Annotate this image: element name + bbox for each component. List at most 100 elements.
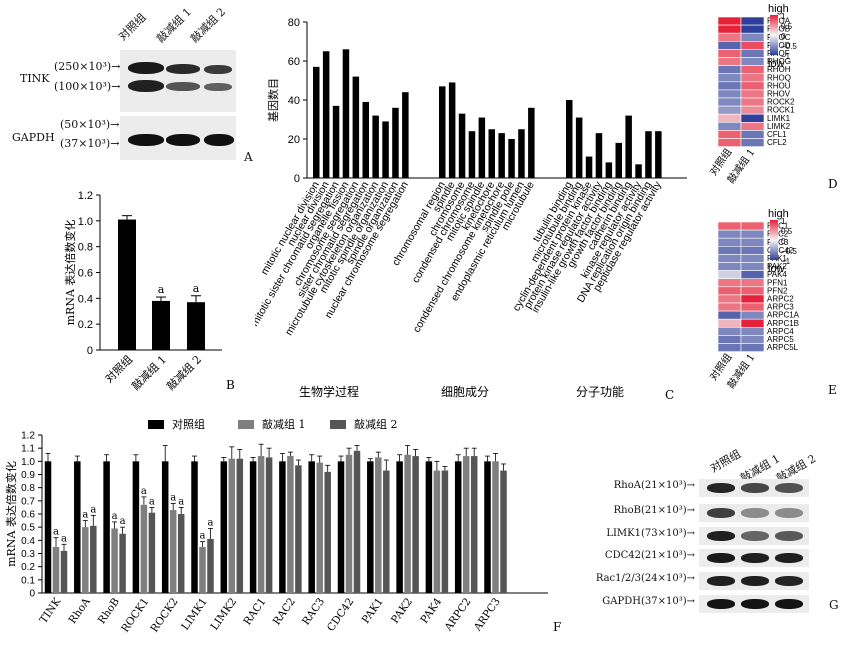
heatmap-cell: [717, 229, 742, 239]
bar: [635, 164, 642, 178]
heatmap-cell: [740, 302, 765, 312]
heatmap-cell: [717, 97, 742, 107]
heatmap-cell: [740, 327, 765, 336]
bar: [575, 117, 583, 178]
band: [741, 531, 769, 541]
row-label: ARPC4: [767, 327, 794, 336]
row-label: ARPC1A: [767, 311, 800, 320]
row-label: PFN1: [767, 278, 788, 287]
heatmap-cell: [740, 237, 765, 247]
x-tick-label: ARPC3: [471, 596, 503, 634]
marker-50: (50×10³)→: [60, 118, 120, 131]
panel-f-chart: 0 0.1 0.2 0.3 0.4 0.5 0.6 0.7 0.8 0.9 1.0 1.1 1.2 mRN…: [4, 417, 561, 635]
bar: [655, 131, 662, 178]
heatmap-cell: [740, 16, 765, 26]
row-label: RHOG: [767, 57, 791, 66]
bar: [265, 457, 273, 593]
y-tick-label: 40: [288, 95, 300, 107]
y-tick-label: 1.1: [21, 444, 35, 455]
gapdh-blot: [120, 116, 236, 160]
y-tick-label: 1.2: [78, 190, 93, 202]
heatmap-cell: [717, 327, 742, 336]
heatmap-cell: [717, 105, 742, 115]
bar: [132, 461, 140, 593]
y-tick-label: 0.7: [21, 496, 35, 507]
heatmap-cell: [740, 310, 765, 320]
band: [775, 599, 803, 609]
bar: [439, 86, 446, 178]
legend-swatch: [330, 420, 346, 429]
panel-letter-g: G: [829, 598, 839, 612]
bar: [478, 117, 486, 178]
band: [707, 576, 735, 586]
band: [166, 82, 200, 91]
heatmap-cell: [740, 130, 765, 139]
bar: [199, 546, 206, 593]
row-label: PAK2: [767, 262, 787, 271]
row-label: LIMK1: [767, 114, 791, 123]
legend-tick-label: 0: [781, 237, 786, 246]
band: [166, 134, 200, 146]
bar: [498, 133, 505, 178]
heatmap-cell: [740, 221, 765, 231]
y-tick-label: 0.2: [78, 319, 93, 331]
heatmap-cell: [717, 32, 742, 42]
x-tick-label: PAK2: [389, 596, 415, 626]
panel-g: 对照组 敲减组 1 敲减组 2 RhoA(21×10³)→ RhoB(21×10³…: [575, 420, 849, 649]
panel-e-heatmap: RAC1RAC2RAC3CDC42PAK1PAK2PAK4PFN1PFN2ARP…: [707, 208, 837, 397]
row-label: ARPC3: [767, 303, 794, 312]
band: [166, 64, 200, 74]
bar: [484, 461, 491, 593]
bar: [236, 458, 244, 593]
band: [707, 553, 735, 563]
heatmap-cell: [740, 318, 765, 328]
band: [741, 599, 769, 609]
bar: [615, 142, 622, 178]
heatmap-cell: [717, 40, 742, 50]
bar: [119, 533, 126, 593]
band: [204, 65, 232, 74]
y-tick-label: 60: [288, 56, 300, 68]
y-tick-label: 0.8: [78, 242, 93, 254]
marker-250: (250×10³)→: [54, 60, 121, 73]
bar: [585, 156, 593, 178]
band: [741, 508, 769, 518]
x-tick-label: TINK: [37, 596, 63, 626]
band: [741, 483, 769, 493]
y-tick-label: 0: [294, 173, 300, 185]
heatmap-cell: [740, 113, 765, 123]
blot-strip: [699, 549, 809, 567]
panel-letter-c: C: [665, 388, 674, 402]
y-tick-label: 0.4: [78, 293, 93, 305]
heatmap-cell: [717, 262, 742, 271]
bar: [257, 456, 265, 593]
row-label: ROCK1: [767, 106, 795, 115]
lane-label-control: 对照组: [116, 10, 149, 44]
legend-label: 敲减组 2: [354, 417, 398, 431]
heatmap-cell: [740, 262, 765, 271]
bar: [392, 107, 399, 178]
bar: [220, 461, 228, 593]
row-label: ARPC5L: [767, 343, 799, 352]
bar: [187, 302, 205, 350]
bar: [605, 162, 613, 178]
bar: [228, 458, 236, 593]
band: [775, 576, 803, 586]
bar: [645, 131, 652, 178]
heatmap-cell: [740, 122, 765, 131]
heatmap-cell: [740, 24, 765, 34]
row-label: RHOC: [767, 33, 791, 42]
significance-label: a: [90, 504, 96, 515]
x-tick-label: RhoA: [67, 596, 93, 627]
heatmap-cell: [717, 294, 742, 304]
gapdh-label: GAPDH: [12, 131, 55, 144]
bar: [161, 461, 169, 593]
x-tick-label: RhoB: [96, 596, 122, 627]
y-tick-label: 0: [29, 589, 35, 600]
heatmap-cell: [740, 57, 765, 66]
blot-row-label: Rac1/2/3(24×10³)→: [595, 573, 695, 584]
heatmap-cell: [717, 89, 742, 99]
legend-tick-label: −1: [781, 257, 791, 266]
blot-strip: [699, 479, 809, 497]
row-label: CFL2: [767, 138, 787, 147]
